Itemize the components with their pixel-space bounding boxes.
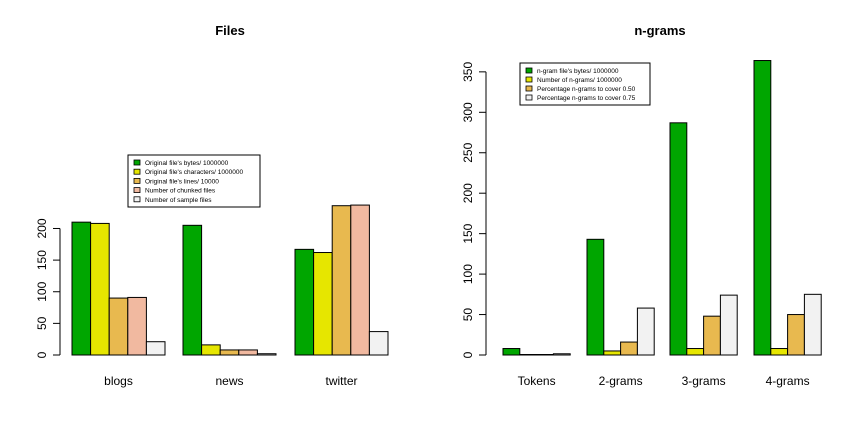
bar [636, 307, 655, 356]
bar [294, 248, 315, 356]
bar [127, 296, 147, 356]
bar [182, 224, 203, 356]
bar [201, 344, 221, 356]
legend-label: Percentage n-grams to cover 0.75 [537, 95, 636, 102]
bar [145, 341, 166, 356]
y-tick-label: 150 [35, 250, 49, 270]
bar [256, 353, 277, 356]
bar [238, 349, 258, 356]
bar [368, 331, 389, 356]
legend-label: Original file's bytes/ 1000000 [145, 160, 229, 167]
category-label: 3-grams [682, 374, 726, 388]
bar [603, 350, 622, 356]
bar [519, 354, 538, 356]
bar [331, 205, 352, 356]
bar [502, 348, 521, 356]
category-label: Tokens [518, 374, 556, 388]
legend-label: Percentage n-grams to cover 0.50 [537, 86, 636, 93]
bar [552, 353, 571, 356]
bar [669, 122, 688, 356]
y-tick-label: 0 [461, 351, 475, 358]
bar [586, 238, 605, 356]
category-label: 2-grams [599, 374, 643, 388]
y-tick-label: 200 [461, 183, 475, 203]
y-tick-label: 100 [35, 281, 49, 301]
legend-swatch [525, 76, 533, 83]
bar [108, 297, 129, 356]
bar [719, 294, 738, 356]
legend-label: Original file's characters/ 1000000 [145, 169, 243, 176]
legend-label: Original file's lines/ 10000 [145, 178, 219, 185]
y-tick-label: 200 [35, 218, 49, 238]
bar [219, 349, 240, 356]
legend-label: n-gram file's bytes/ 1000000 [537, 68, 619, 75]
legend-box [127, 154, 261, 208]
bar [620, 341, 638, 356]
legend: n-gram file's bytes/ 1000000 Number of n-… [519, 62, 651, 106]
bar [753, 60, 772, 356]
bar [71, 221, 92, 356]
bar [90, 222, 110, 356]
legend: Original file's bytes/ 1000000 Original f… [127, 154, 261, 208]
bar [350, 204, 370, 356]
legend-swatch [525, 85, 533, 92]
bar [313, 252, 333, 356]
y-tick-label: 50 [35, 316, 49, 330]
y-tick-label: 250 [461, 142, 475, 162]
legend-label: Number of chunked files [145, 188, 216, 195]
bar [536, 354, 554, 356]
category-label: blogs [104, 374, 133, 388]
legend-box [519, 62, 651, 106]
legend-swatch [133, 187, 141, 194]
legend-swatch [525, 67, 533, 74]
chart-title: n-grams [634, 23, 685, 38]
y-tick-label: 100 [461, 264, 475, 284]
bar [686, 348, 705, 356]
y-tick-label: 150 [461, 223, 475, 243]
bar [803, 293, 822, 356]
y-tick-label: 0 [35, 351, 49, 358]
legend-swatch [133, 168, 141, 175]
bar [770, 348, 789, 356]
chart-title: Files [215, 23, 245, 38]
y-tick-label: 350 [461, 62, 475, 82]
legend-label: Number of n-grams/ 1000000 [537, 77, 622, 84]
category-label: news [215, 374, 243, 388]
category-label: 4-grams [766, 374, 810, 388]
files-chart: Files 0 50 100 150 200 blogs news twitter Origina… [35, 23, 389, 388]
y-tick-label: 300 [461, 102, 475, 122]
legend-swatch [133, 196, 141, 203]
legend-swatch [525, 94, 533, 101]
legend-swatch [133, 177, 141, 184]
category-label: twitter [325, 374, 357, 388]
y-tick-label: 50 [461, 308, 475, 322]
bar [703, 315, 721, 356]
legend-label: Number of sample files [145, 197, 212, 204]
legend-swatch [133, 159, 141, 166]
bar [787, 314, 805, 356]
ngrams-chart: n-grams 0 50 100 150 200 250 300 350 Tokens 2-gram… [461, 23, 822, 388]
